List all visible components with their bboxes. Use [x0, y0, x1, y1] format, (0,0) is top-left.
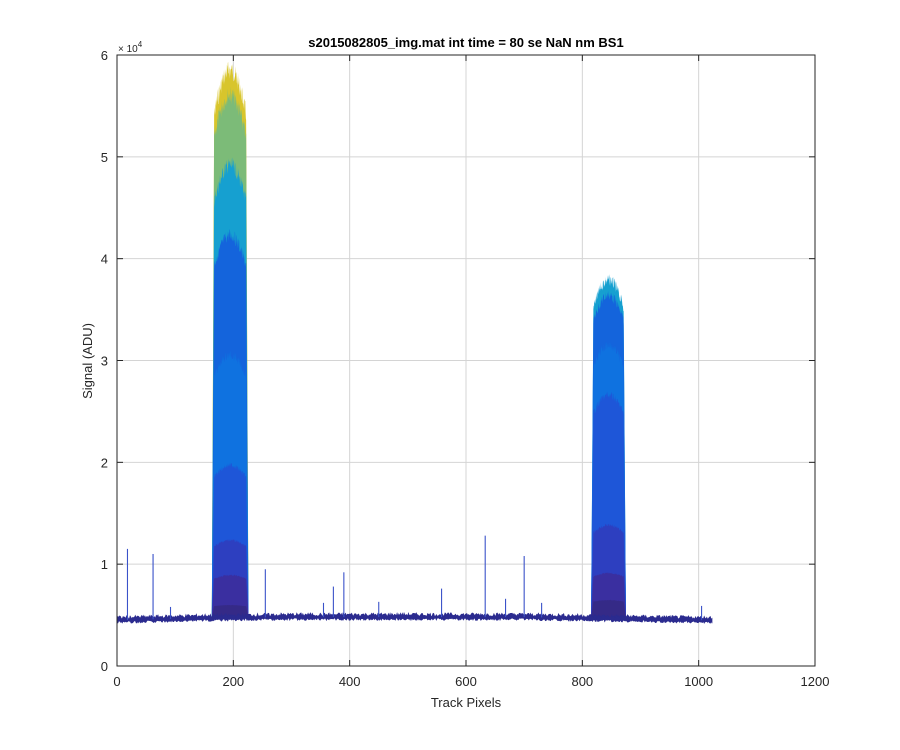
- y-tick-label: 1: [101, 557, 108, 572]
- x-tick-label: 1200: [801, 674, 830, 689]
- x-axis-label: Track Pixels: [431, 695, 502, 710]
- x-tick-label: 200: [222, 674, 244, 689]
- x-tick-label: 600: [455, 674, 477, 689]
- y-tick-label: 5: [101, 150, 108, 165]
- x-tick-label: 800: [571, 674, 593, 689]
- y-exponent-power: 4: [138, 40, 143, 49]
- x-tick-label: 400: [339, 674, 361, 689]
- axes: [116, 54, 816, 667]
- y-tick-labels: 0 1 2 3 4 5 6: [101, 48, 108, 674]
- x-tick-label: 1000: [684, 674, 713, 689]
- y-tick-label: 2: [101, 455, 108, 470]
- y-tick-label: 6: [101, 48, 108, 63]
- y-tick-label: 0: [101, 659, 108, 674]
- y-tick-label: 3: [101, 354, 108, 369]
- y-tick-label: 4: [101, 252, 108, 267]
- y-exponent-label: × 104: [118, 40, 143, 55]
- chart-title: s2015082805_img.mat int time = 80 se NaN…: [308, 35, 623, 50]
- y-axis-label: Signal (ADU): [80, 323, 95, 399]
- y-exponent-base: × 10: [118, 44, 138, 55]
- x-tick-labels: 0 200 400 600 800 1000 1200: [113, 674, 829, 689]
- data-series: [116, 61, 713, 624]
- x-tick-label: 0: [113, 674, 120, 689]
- peak2-layer: [591, 599, 626, 619]
